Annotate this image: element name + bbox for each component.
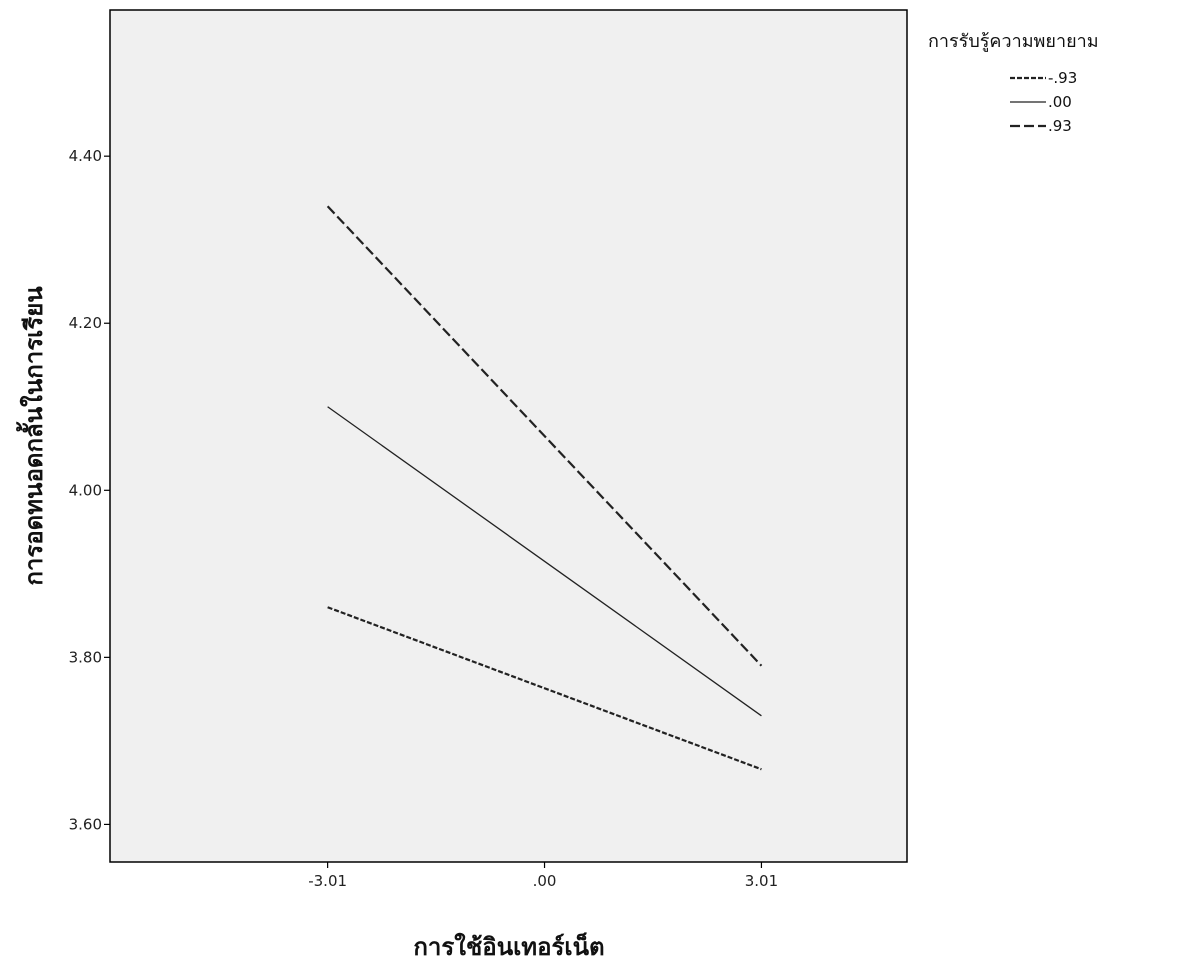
legend: การรับรู้ความพยายาม -.93 .00 .93	[928, 31, 1099, 135]
y-tick-label: 3.60	[69, 815, 102, 833]
x-tick-label: 3.01	[745, 872, 778, 890]
x-axis-title: การใช้อินเทอร์เน็ต	[413, 932, 604, 961]
y-axis-title: การอดทนอดกลั้นในการเรียน	[15, 286, 48, 586]
legend-label: .93	[1048, 117, 1072, 135]
x-tick-label: -3.01	[308, 872, 347, 890]
y-tick-label: 4.20	[69, 314, 102, 332]
y-axis: 3.60 3.80 4.00 4.20 4.40	[69, 147, 110, 833]
x-axis: -3.01 .00 3.01	[308, 862, 778, 890]
series-lines	[326, 205, 763, 771]
legend-title: การรับรู้ความพยายาม	[928, 31, 1099, 52]
x-tick-label: .00	[533, 872, 557, 890]
legend-label: .00	[1048, 93, 1072, 111]
series-line	[327, 606, 762, 771]
series-line	[327, 406, 762, 717]
y-tick-label: 4.40	[69, 147, 102, 165]
series-line	[326, 205, 763, 667]
plot-area	[109, 9, 908, 863]
legend-label: -.93	[1048, 69, 1077, 87]
y-tick-label: 4.00	[69, 481, 102, 499]
y-tick-label: 3.80	[69, 648, 102, 666]
legend-items: -.93 .00 .93	[1010, 69, 1077, 135]
